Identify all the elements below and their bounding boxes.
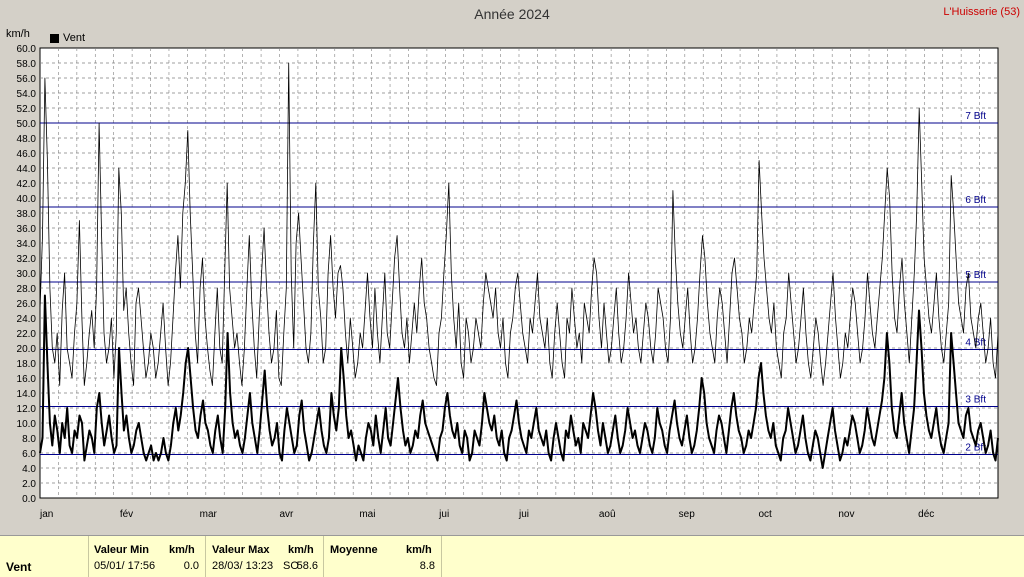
y-axis-unit: km/h: [6, 28, 30, 40]
y-tick-label: 32.0: [17, 254, 37, 265]
avg-unit: km/h: [406, 544, 432, 556]
y-tick-label: 56.0: [17, 74, 37, 85]
y-tick-label: 50.0: [17, 119, 37, 130]
y-tick-label: 14.0: [17, 389, 37, 400]
y-tick-label: 2.0: [22, 479, 36, 490]
y-tick-label: 26.0: [17, 299, 37, 310]
y-tick-label: 48.0: [17, 134, 37, 145]
x-tick-label: déc: [918, 509, 934, 520]
wind-series: [39, 294, 999, 469]
x-tick-label: fév: [120, 509, 133, 520]
x-tick-label: nov: [838, 509, 854, 520]
y-tick-label: 60.0: [17, 44, 37, 55]
max-unit: km/h: [288, 544, 314, 556]
avg-cell: Moyenne km/h 8.8: [323, 536, 442, 577]
axis-ticks: 0.0 2.0 4.0 6.0 8.0 10.0 12.0 14.0 16.0 18.0 20.0 2…: [17, 44, 935, 520]
beaufort-label: 5 Bft: [965, 270, 986, 281]
y-tick-label: 52.0: [17, 104, 37, 115]
y-tick-label: 12.0: [17, 404, 37, 415]
chart-title: Année 2024: [474, 6, 550, 22]
y-tick-label: 36.0: [17, 224, 37, 235]
y-tick-label: 24.0: [17, 314, 37, 325]
min-value: 0.0: [183, 560, 199, 572]
max-cell: Valeur Max km/h 28/03/ 13:23 SO 58.6: [205, 536, 323, 577]
y-tick-label: 28.0: [17, 284, 37, 295]
x-tick-label: sep: [679, 509, 696, 520]
y-tick-label: 10.0: [17, 419, 37, 430]
y-tick-label: 40.0: [17, 194, 37, 205]
y-tick-label: 18.0: [17, 359, 37, 370]
beaufort-label: 2 Bft: [965, 443, 986, 454]
min-cell: Valeur Min km/h 05/01/ 17:56 0.0: [88, 536, 205, 577]
y-tick-label: 16.0: [17, 374, 37, 385]
y-tick-label: 54.0: [17, 89, 37, 100]
x-tick-label: jui: [518, 509, 529, 520]
y-tick-label: 20.0: [17, 344, 37, 355]
peak-series: [39, 62, 999, 386]
y-tick-label: 0.0: [22, 494, 36, 505]
beaufort-label: 7 Bft: [965, 111, 986, 122]
max-time: 28/03/ 13:23: [212, 560, 274, 572]
beaufort-label: 3 Bft: [965, 395, 986, 406]
avg-header: Moyenne: [330, 544, 378, 556]
y-tick-label: 38.0: [17, 209, 37, 220]
wind-series-line: [39, 294, 999, 469]
y-tick-label: 6.0: [22, 449, 36, 460]
beaufort-label: 6 Bft: [965, 195, 986, 206]
y-tick-label: 34.0: [17, 239, 37, 250]
max-value: 58.6: [296, 560, 318, 572]
min-unit: km/h: [169, 544, 195, 556]
peak-series-line: [39, 62, 999, 386]
legend-swatch: [50, 33, 59, 43]
y-tick-label: 8.0: [22, 434, 36, 445]
y-tick-label: 44.0: [17, 164, 37, 175]
min-header: Valeur Min: [94, 544, 150, 556]
y-tick-label: 58.0: [17, 59, 37, 70]
max-direction: SO: [283, 560, 299, 572]
y-tick-label: 4.0: [22, 464, 36, 475]
x-tick-label: jan: [39, 509, 53, 520]
x-tick-label: aoû: [599, 509, 616, 520]
legend: Vent: [50, 32, 85, 44]
x-tick-label: mai: [359, 509, 375, 520]
station-name: L'Huisserie (53): [943, 6, 1020, 18]
y-tick-label: 46.0: [17, 149, 37, 160]
min-time: 05/01/ 17:56: [94, 560, 156, 572]
footer-series-name: Vent: [6, 560, 32, 574]
stats-footer: Vent Valeur Min km/h 05/01/ 17:56 0.0 Va…: [0, 535, 1024, 577]
legend-label: Vent: [63, 32, 86, 44]
avg-value: 8.8: [419, 560, 435, 572]
x-tick-label: jui: [438, 509, 449, 520]
y-tick-label: 42.0: [17, 179, 37, 190]
max-header: Valeur Max: [212, 544, 270, 556]
y-tick-label: 30.0: [17, 269, 37, 280]
x-tick-label: avr: [280, 509, 295, 520]
x-tick-label: oct: [759, 509, 773, 520]
x-tick-label: mar: [200, 509, 218, 520]
y-tick-label: 22.0: [17, 329, 37, 340]
